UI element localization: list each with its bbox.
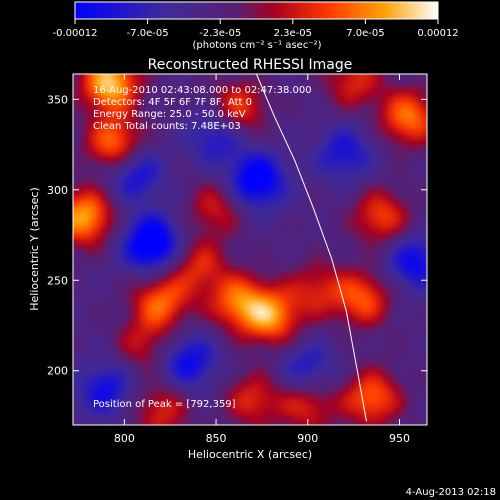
y-axis-label: Heliocentric Y (arcsec): [28, 187, 41, 311]
colorbar-gradient: [74, 1, 439, 20]
colorbar-tick-label: 7.0e-05: [346, 28, 384, 39]
plot-frame: [72, 73, 428, 426]
colorbar-ticks: -0.00012 -7.0e-05 -2.3e-05 2.3e-05 7.0e-05 0.…: [53, 19, 459, 39]
x-tick-label: 800: [114, 432, 135, 445]
x-tick-label: 950: [389, 432, 410, 445]
y-tick-label: 200: [47, 365, 68, 378]
colorbar-tick-label: 0.00012: [417, 28, 458, 39]
colorbar-tick-label: -7.0e-05: [127, 28, 169, 39]
x-tick-label: 900: [297, 432, 318, 445]
energy-range-label: Energy Range: 25.0 - 50.0 keV: [93, 109, 246, 120]
solar-limb-curve: [255, 73, 367, 422]
detectors-label: Detectors: 4F 5F 6F 7F 8F, Att 0: [93, 97, 252, 108]
colorbar-tick-label: -2.3e-05: [199, 28, 241, 39]
colorbar-unit-label: (photons cm⁻² s⁻¹ asec⁻²): [192, 40, 321, 51]
x-axis: 800 850 900 950: [114, 74, 410, 445]
y-tick-label: 350: [47, 93, 68, 106]
time-range-label: 16-Aug-2010 02:43:08.000 to 02:47:38.000: [93, 85, 312, 96]
footer-date: 4-Aug-2013 02:18: [406, 487, 496, 498]
colorbar: -0.00012 -7.0e-05 -2.3e-05 2.3e-05 7.0e-05 0.…: [53, 1, 459, 51]
y-tick-label: 300: [47, 184, 68, 197]
colorbar-tick-label: -0.00012: [53, 28, 98, 39]
annotation-block: 16-Aug-2010 02:43:08.000 to 02:47:38.000…: [93, 85, 312, 410]
colorbar-tick-label: 2.3e-05: [274, 28, 312, 39]
x-axis-label: Heliocentric X (arcsec): [188, 448, 312, 461]
clean-counts-label: Clean Total counts: 7.48E+03: [93, 121, 241, 132]
chart-title: Reconstructed RHESSI Image: [148, 57, 353, 73]
heatmap-plot: [72, 73, 428, 426]
y-tick-label: 250: [47, 274, 68, 287]
x-tick-label: 850: [206, 432, 227, 445]
heatmap-image: [73, 74, 427, 425]
peak-position-label: Position of Peak = [792,359]: [93, 399, 236, 410]
y-axis: 200 250 300 350: [47, 93, 427, 378]
